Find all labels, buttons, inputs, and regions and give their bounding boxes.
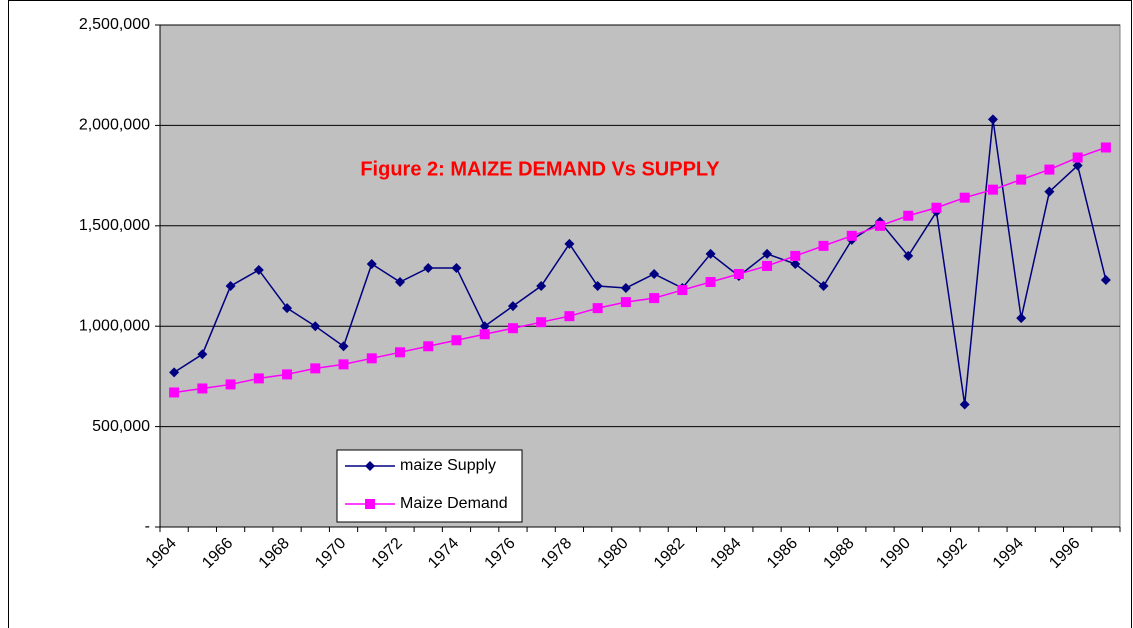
y-tick-label: 500,000 <box>92 418 150 435</box>
marker <box>1072 152 1083 163</box>
y-tick-label: 1,500,000 <box>79 217 150 234</box>
marker <box>762 260 773 271</box>
marker <box>903 250 914 261</box>
plot-area <box>159 24 1121 528</box>
marker <box>1072 160 1083 171</box>
marker <box>395 347 405 358</box>
marker <box>1100 275 1111 286</box>
marker <box>507 301 518 312</box>
marker <box>818 240 829 251</box>
marker <box>366 353 377 364</box>
marker <box>310 321 321 332</box>
series-line <box>173 119 1107 405</box>
marker <box>1016 313 1027 324</box>
marker <box>536 281 547 292</box>
legend-label: maize Supply <box>400 457 496 474</box>
y-tick-label: 1,000,000 <box>79 317 150 334</box>
legend-box <box>336 449 523 523</box>
marker <box>1100 142 1111 153</box>
marker <box>592 303 603 314</box>
marker <box>677 285 688 296</box>
marker <box>705 248 716 259</box>
marker <box>733 268 744 279</box>
marker <box>959 192 970 203</box>
marker <box>253 264 264 275</box>
marker <box>987 184 998 195</box>
marker <box>564 311 575 322</box>
legend: maize Supply Maize Demand <box>336 449 523 523</box>
marker <box>253 373 264 384</box>
marker <box>846 230 857 241</box>
marker <box>225 379 236 390</box>
marker <box>987 114 998 125</box>
marker <box>310 363 321 374</box>
marker <box>365 461 375 471</box>
marker <box>197 349 208 360</box>
marker <box>564 238 575 249</box>
marker <box>282 303 293 314</box>
marker <box>1044 186 1055 197</box>
marker <box>1016 174 1027 185</box>
marker <box>620 297 631 308</box>
marker <box>931 202 942 213</box>
marker <box>790 258 801 269</box>
y-tick-label: 2,500,000 <box>79 16 150 33</box>
marker <box>818 281 829 292</box>
marker <box>338 359 349 370</box>
marker <box>365 499 375 509</box>
marker <box>169 367 180 378</box>
chart-title: Figure 2: MAIZE DEMAND Vs SUPPLY <box>360 158 720 180</box>
marker <box>649 268 660 279</box>
marker <box>479 329 490 340</box>
marker <box>225 281 236 292</box>
y-tick-label: 2,000,000 <box>79 117 150 134</box>
y-tick-label: - <box>145 518 150 535</box>
marker <box>395 277 405 288</box>
marker <box>1044 164 1055 175</box>
marker <box>197 383 208 394</box>
series-line <box>174 146 1107 394</box>
marker <box>169 387 180 398</box>
marker <box>790 250 801 261</box>
marker <box>338 341 349 352</box>
marker <box>282 369 293 380</box>
marker <box>479 321 490 332</box>
marker <box>451 335 462 346</box>
marker <box>451 262 462 273</box>
marker <box>959 399 970 410</box>
marker <box>592 281 603 292</box>
marker <box>705 277 716 288</box>
marker <box>423 341 434 352</box>
marker <box>423 262 434 273</box>
marker <box>507 323 518 334</box>
marker <box>649 293 660 304</box>
marker <box>762 248 773 259</box>
marker <box>620 283 631 294</box>
marker <box>875 220 885 231</box>
marker <box>536 317 547 328</box>
marker <box>903 210 914 221</box>
legend-label: Maize Demand <box>400 495 508 512</box>
marker <box>366 258 377 269</box>
